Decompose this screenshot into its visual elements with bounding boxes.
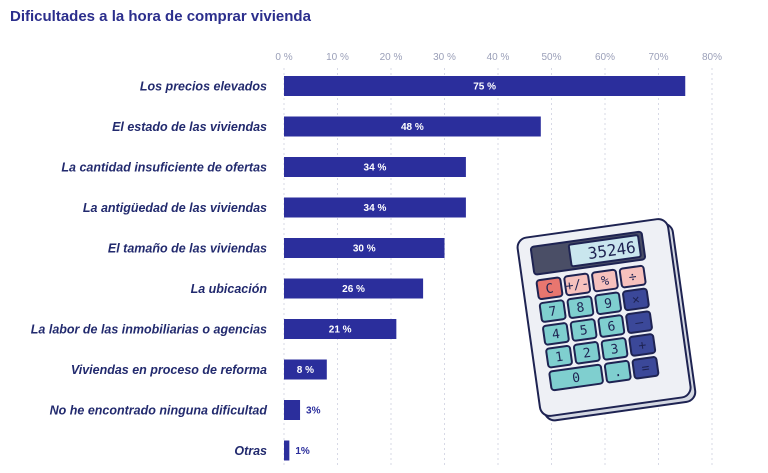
x-tick-label: 20 % <box>380 52 403 63</box>
calculator-key <box>603 359 632 384</box>
calculator-key <box>625 310 653 334</box>
calculator-display <box>567 234 642 268</box>
calculator-key <box>631 356 660 380</box>
category-label: La labor de las inmobiliarias o agencias <box>31 323 267 337</box>
x-tick-label: 50% <box>541 52 561 63</box>
calculator-key <box>542 322 570 346</box>
calculator-key <box>548 363 604 392</box>
calculator-key <box>563 272 592 297</box>
bar <box>284 278 424 299</box>
value-label: 75 % <box>473 82 496 93</box>
value-label: 3% <box>306 406 321 417</box>
calculator-key-label: 8 <box>576 300 586 316</box>
calculator-key-label: ÷ <box>628 270 638 286</box>
category-label: La cantidad insuficiente de ofertas <box>61 161 267 175</box>
x-tick-label: 10 % <box>326 52 349 63</box>
calculator-key <box>538 299 567 323</box>
calculator-key-label: % <box>600 274 610 290</box>
category-label: Otras <box>234 444 267 458</box>
category-label: La antigüedad de las viviendas <box>83 201 267 215</box>
calculator-key <box>597 314 626 338</box>
bar <box>284 359 327 380</box>
category-labels: Los precios elevados El estado de las viv… <box>31 80 268 459</box>
x-tick-label: 0 % <box>275 52 292 63</box>
calculator-key-label: × <box>631 292 641 308</box>
calculator-key-label: — <box>634 315 644 331</box>
calculator-key-label: 0 <box>571 370 581 386</box>
calculator-key-label: 6 <box>607 319 617 335</box>
calculator-key <box>573 341 601 365</box>
calculator-key-label: +/- <box>565 276 590 294</box>
bar <box>284 400 301 420</box>
category-label: Los precios elevados <box>140 80 267 94</box>
calculator-key-label: . <box>613 365 623 381</box>
bar <box>284 157 466 177</box>
x-tick-label: 60% <box>595 52 615 63</box>
calculator-key-label: 9 <box>603 296 613 312</box>
bar <box>284 440 290 461</box>
chart-title: Dificultades a la hora de comprar vivien… <box>10 8 312 25</box>
value-label: 30 % <box>353 244 376 255</box>
value-label: 34 % <box>364 163 387 174</box>
calculator-key-label: 5 <box>579 323 589 339</box>
value-label: 21 % <box>329 325 352 336</box>
calculator-key <box>545 344 573 369</box>
calculator-key-label: = <box>641 361 651 377</box>
bar <box>284 238 445 258</box>
value-label: 34 % <box>364 203 387 214</box>
calculator-key <box>622 287 650 312</box>
value-label: 26 % <box>342 284 365 295</box>
calculator-key-label: 2 <box>582 346 592 362</box>
category-label: El tamaño de las viviendas <box>108 242 267 256</box>
calculator-key <box>594 291 622 315</box>
category-label: El estado de las viviendas <box>112 120 267 134</box>
calculator-key-label: + <box>637 338 647 354</box>
calculator-key <box>569 318 598 342</box>
value-label: 8 % <box>297 365 314 376</box>
bar <box>284 76 686 96</box>
calculator-key-label: 3 <box>610 342 620 358</box>
x-tick-label: 70% <box>648 52 668 63</box>
calculator-key <box>628 333 657 357</box>
calculator-illustration: 3 5 2 4 6 C +/-% ÷ 7 8 9 × 4 5 6 — 1 2 3 +0. = <box>516 218 697 422</box>
x-tick-label: 80% <box>702 52 722 63</box>
calculator-key-label: 4 <box>551 327 561 343</box>
calculator-key <box>566 295 595 319</box>
value-label: 48 % <box>401 122 424 133</box>
bar <box>284 116 541 137</box>
calculator-key <box>618 264 647 289</box>
calculator-key <box>600 337 629 361</box>
category-label: No he encontrado ninguna dificultad <box>50 404 268 418</box>
calculator-key-label: 1 <box>554 350 564 366</box>
calculator-keypad: C +/-% ÷ 7 8 9 × 4 5 6 — 1 2 3 +0. = <box>535 264 660 392</box>
category-label: La ubicación <box>191 282 268 296</box>
value-label: 1% <box>295 446 310 457</box>
x-tick-label: 30 % <box>433 52 456 63</box>
calculator-key-label: C <box>545 281 555 297</box>
x-tick-label: 40 % <box>487 52 510 63</box>
category-label: Viviendas en proceso de reforma <box>71 363 267 377</box>
bars <box>284 76 686 461</box>
calculator-key-label: 7 <box>548 304 558 320</box>
x-axis-ticks: 0 % 10 % 20 % 30 % 40 % 50% 60% 70% 80% <box>275 52 722 63</box>
calculator-key <box>591 268 619 293</box>
calculator-key <box>535 276 564 301</box>
bar <box>284 197 466 218</box>
bar <box>284 319 397 339</box>
value-labels: 75 % 48 % 34 % 34 % 30 % 26 % 21 % 8 % 3% 1% <box>295 82 496 458</box>
